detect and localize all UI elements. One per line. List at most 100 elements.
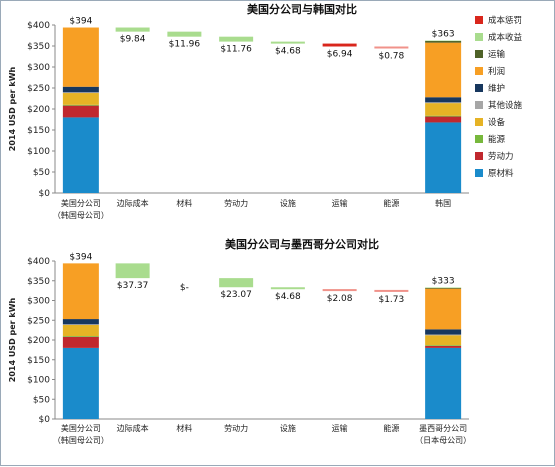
step-bar bbox=[115, 263, 150, 279]
category-label: 韩国 bbox=[435, 198, 451, 208]
y-tick-label: $400 bbox=[27, 257, 50, 267]
legend-swatch bbox=[475, 169, 483, 177]
bar-segment-5 bbox=[425, 334, 462, 336]
category-label: 墨西哥分公司 bbox=[419, 424, 467, 433]
category-label: 运输 bbox=[332, 423, 348, 433]
legend-label: 维护 bbox=[488, 83, 505, 94]
bar-segment-7 bbox=[425, 288, 462, 330]
y-tick-label: $50 bbox=[33, 395, 50, 405]
y-axis-label: 2014 USD per kWh bbox=[8, 66, 17, 151]
legend-swatch bbox=[475, 84, 483, 92]
y-tick-label: $0 bbox=[39, 415, 51, 425]
category-label: 劳动力 bbox=[224, 198, 248, 208]
y-tick-label: $150 bbox=[27, 126, 50, 136]
bar-segment-9 bbox=[425, 40, 462, 42]
category-label: 劳动力 bbox=[224, 423, 248, 433]
bar-segment-8 bbox=[425, 40, 462, 43]
legend-label: 成本惩罚 bbox=[488, 15, 522, 26]
bar-segment-7 bbox=[62, 263, 99, 320]
data-label: $4.68 bbox=[275, 47, 301, 57]
data-label: $1.73 bbox=[378, 295, 404, 305]
category-label: 设施 bbox=[280, 198, 296, 208]
bar-segment-9 bbox=[425, 287, 462, 288]
bar-segment-5 bbox=[62, 324, 99, 325]
y-tick-label: $0 bbox=[39, 189, 51, 199]
y-tick-label: $100 bbox=[27, 147, 50, 157]
legend-label: 设备 bbox=[488, 117, 506, 128]
bar-segment-1 bbox=[62, 117, 99, 193]
data-label: $23.07 bbox=[220, 290, 252, 300]
category-label: 边际成本 bbox=[117, 198, 149, 208]
bar-segment-1 bbox=[425, 347, 462, 419]
category-label: 边际成本 bbox=[117, 423, 149, 433]
chart-title: 美国分公司与韩国对比 bbox=[247, 2, 357, 16]
y-tick-label: $250 bbox=[27, 84, 50, 94]
legend-swatch bbox=[475, 50, 483, 58]
category-label: 材料 bbox=[176, 198, 192, 208]
legend-label: 能源 bbox=[488, 134, 506, 145]
bar-segment-5 bbox=[425, 102, 462, 104]
bar-segment-3 bbox=[62, 336, 99, 337]
legend-swatch bbox=[475, 33, 483, 41]
bar-segment-4 bbox=[62, 324, 99, 337]
data-label: $6.94 bbox=[327, 49, 353, 59]
bar-segment-6 bbox=[62, 319, 99, 325]
category-label: （韩国母公司） bbox=[53, 210, 109, 220]
y-tick-label: $150 bbox=[27, 356, 50, 366]
category-label: 运输 bbox=[332, 198, 348, 208]
data-label: $394 bbox=[69, 17, 92, 27]
category-label: 能源 bbox=[383, 423, 399, 433]
y-tick-label: $350 bbox=[27, 42, 50, 52]
bar-segment-1 bbox=[425, 122, 462, 193]
data-label: $0.78 bbox=[378, 51, 404, 61]
bar-segment-2 bbox=[425, 345, 462, 348]
bar-segment-2 bbox=[62, 105, 99, 118]
legend-swatch bbox=[475, 118, 483, 126]
step-bar bbox=[374, 46, 409, 49]
data-label: $2.08 bbox=[327, 294, 353, 304]
category-label: 美国分公司 bbox=[61, 198, 101, 208]
y-axis-label: 2014 USD per kWh bbox=[8, 297, 17, 382]
bar-segment-6 bbox=[62, 86, 99, 93]
y-tick-label: $250 bbox=[27, 316, 50, 326]
step-bar bbox=[322, 43, 357, 47]
step-bar bbox=[270, 287, 305, 290]
bar-segment-4 bbox=[425, 335, 462, 346]
bar-segment-4 bbox=[62, 93, 99, 105]
data-label: $37.37 bbox=[117, 281, 149, 291]
data-label: $11.96 bbox=[169, 40, 201, 50]
y-tick-label: $300 bbox=[27, 63, 50, 73]
legend-label: 成本收益 bbox=[488, 32, 523, 43]
legend-swatch bbox=[475, 16, 483, 24]
legend-label: 原材料 bbox=[488, 168, 514, 179]
category-label: 美国分公司 bbox=[61, 423, 101, 433]
y-tick-label: $200 bbox=[27, 105, 50, 115]
category-label: （韩国母公司） bbox=[53, 435, 109, 445]
step-bar bbox=[219, 36, 254, 42]
legend-swatch bbox=[475, 135, 483, 143]
y-tick-label: $50 bbox=[33, 168, 50, 178]
bar-segment-2 bbox=[425, 116, 462, 123]
step-bar bbox=[167, 31, 202, 37]
legend-label: 利润 bbox=[488, 66, 505, 77]
y-tick-label: $200 bbox=[27, 336, 50, 346]
bar-segment-3 bbox=[425, 345, 462, 346]
category-label: 材料 bbox=[176, 423, 192, 433]
data-label: $9.84 bbox=[120, 35, 146, 45]
category-label: 能源 bbox=[383, 198, 399, 208]
step-bar bbox=[270, 41, 305, 44]
y-tick-label: $350 bbox=[27, 277, 50, 287]
data-label: $363 bbox=[432, 30, 455, 40]
bar-segment-4 bbox=[425, 103, 462, 116]
bar-segment-6 bbox=[425, 329, 462, 335]
data-label: $4.68 bbox=[275, 292, 301, 302]
y-tick-label: $100 bbox=[27, 376, 50, 386]
data-label: $11.76 bbox=[220, 45, 252, 55]
step-bar bbox=[322, 289, 357, 292]
y-tick-label: $400 bbox=[27, 21, 50, 31]
bar-segment-3 bbox=[62, 104, 99, 106]
step-bar bbox=[374, 289, 409, 292]
bar-segment-7 bbox=[425, 42, 462, 98]
